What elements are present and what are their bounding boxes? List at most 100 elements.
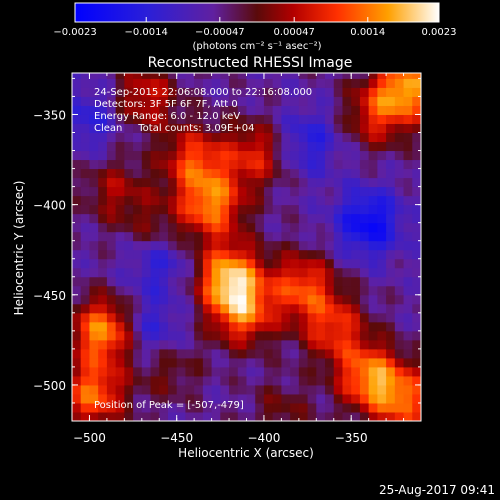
heatmap-cell xyxy=(176,132,186,143)
heatmap-cell xyxy=(272,330,282,341)
heatmap-cell xyxy=(229,330,239,341)
heatmap-cell xyxy=(325,123,335,134)
heatmap-cell xyxy=(325,132,335,143)
heatmap-cell xyxy=(412,411,421,421)
heatmap-cell xyxy=(325,258,335,269)
heatmap-cell xyxy=(386,321,396,332)
heatmap-cell xyxy=(237,294,247,305)
heatmap-cell xyxy=(272,222,282,233)
heatmap-cell xyxy=(141,240,152,251)
heatmap-cell xyxy=(176,249,186,260)
heatmap-cell xyxy=(403,204,413,215)
heatmap-cell xyxy=(124,141,134,152)
heatmap-cell xyxy=(220,321,230,332)
heatmap-cell xyxy=(316,73,326,79)
heatmap-cell xyxy=(386,159,396,170)
heatmap-cell xyxy=(115,339,125,350)
heatmap-cell xyxy=(159,213,169,224)
heatmap-cell xyxy=(211,213,221,224)
heatmap-cell xyxy=(298,150,309,161)
heatmap-cell xyxy=(150,348,160,359)
heatmap-cell xyxy=(124,96,134,106)
heatmap-cell xyxy=(377,231,387,242)
heatmap-cell xyxy=(194,195,204,206)
heatmap-cell xyxy=(412,177,421,188)
heatmap-cell xyxy=(237,231,247,242)
heatmap-cell xyxy=(368,285,378,296)
heatmap-cell xyxy=(272,150,282,161)
heatmap-cell xyxy=(386,348,396,359)
heatmap-cell xyxy=(185,330,195,341)
heatmap-cell xyxy=(89,96,99,106)
heatmap-cell xyxy=(412,150,421,161)
heatmap-cell xyxy=(211,267,221,278)
heatmap-cell xyxy=(98,357,108,368)
heatmap-cell xyxy=(141,384,152,395)
heatmap-cells xyxy=(72,73,421,421)
heatmap-cell xyxy=(211,411,221,421)
heatmap-cell xyxy=(133,132,143,143)
heatmap-cell xyxy=(72,366,82,377)
heatmap-cell xyxy=(237,258,247,269)
heatmap-cell xyxy=(220,222,230,233)
heatmap-cell xyxy=(106,213,117,224)
heatmap-cell xyxy=(281,258,291,269)
heatmap-cell xyxy=(290,159,300,170)
heatmap-cell xyxy=(281,357,291,368)
heatmap-cell xyxy=(307,366,317,377)
heatmap-cell xyxy=(290,339,300,350)
x-tick-label: −450 xyxy=(160,431,193,445)
heatmap-cell xyxy=(133,73,143,79)
heatmap-cell xyxy=(386,402,396,413)
heatmap-cell xyxy=(281,132,291,143)
heatmap-cell xyxy=(237,87,247,97)
heatmap-cell xyxy=(176,384,186,395)
heatmap-cell xyxy=(80,213,90,224)
heatmap-cell xyxy=(263,222,274,233)
heatmap-cell xyxy=(72,177,82,188)
heatmap-cell xyxy=(394,330,405,341)
heatmap-cell xyxy=(237,375,247,386)
heatmap-cell xyxy=(141,348,152,359)
heatmap-cell xyxy=(176,276,186,287)
heatmap-cell xyxy=(263,204,274,215)
heatmap-cell xyxy=(359,123,370,134)
heatmap-cell xyxy=(325,96,335,106)
heatmap-cell xyxy=(89,303,99,314)
heatmap-cell xyxy=(255,123,265,134)
heatmap-cell xyxy=(185,114,195,124)
heatmap-cell xyxy=(124,213,134,224)
heatmap-cell xyxy=(237,105,247,115)
heatmap-cell xyxy=(351,195,361,206)
heatmap-cell xyxy=(342,78,352,88)
heatmap-cell xyxy=(386,204,396,215)
heatmap-cell xyxy=(150,96,160,106)
colorbar-tick-label: −0.0014 xyxy=(125,27,168,38)
heatmap-cell xyxy=(368,150,378,161)
heatmap-cell xyxy=(263,357,274,368)
heatmap-cell xyxy=(368,213,378,224)
y-tick-label: −450 xyxy=(33,289,66,303)
heatmap-cell xyxy=(220,348,230,359)
heatmap-cell xyxy=(202,150,213,161)
heatmap-cell xyxy=(72,330,82,341)
heatmap-cell xyxy=(141,204,152,215)
heatmap-cell xyxy=(133,348,143,359)
heatmap-cell xyxy=(89,231,99,242)
heatmap-cell xyxy=(386,105,396,115)
heatmap-cell xyxy=(211,114,221,124)
heatmap-cell xyxy=(150,339,160,350)
heatmap-cell xyxy=(342,375,352,386)
heatmap-cell xyxy=(194,276,204,287)
heatmap-cell xyxy=(403,312,413,323)
heatmap-cell xyxy=(263,411,274,421)
heatmap-cell xyxy=(386,339,396,350)
annotation-time-range: 24-Sep-2015 22:06:08.000 to 22:16:08.000 xyxy=(94,87,312,98)
heatmap-cell xyxy=(72,303,82,314)
heatmap-cell xyxy=(412,195,421,206)
heatmap-cell xyxy=(290,204,300,215)
heatmap-cell xyxy=(141,258,152,269)
heatmap-cell xyxy=(307,96,317,106)
heatmap-cell xyxy=(133,240,143,251)
heatmap-cell xyxy=(281,96,291,106)
